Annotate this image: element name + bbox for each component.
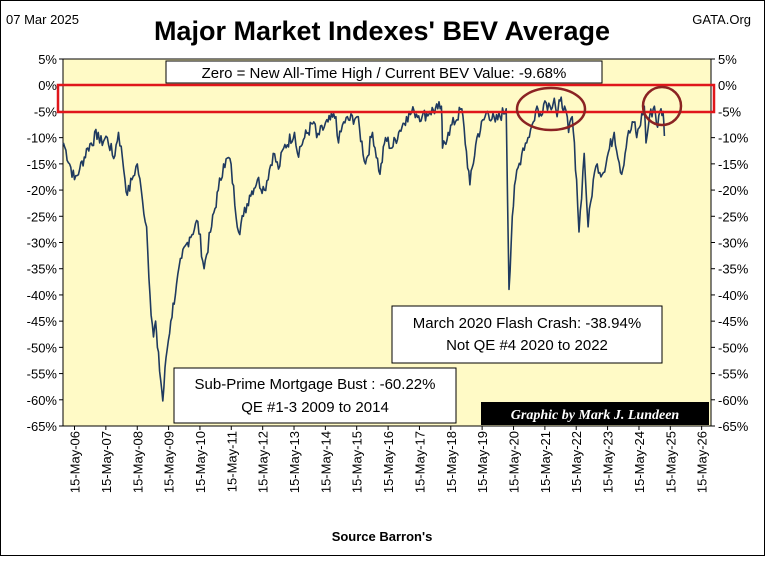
x-tick-label: 15-May-20: [507, 431, 522, 493]
date-label: 07 Mar 2025: [6, 12, 79, 27]
bev-series-line: [62, 96, 666, 402]
credit-box: [481, 402, 709, 425]
x-tick-label: 15-May-13: [287, 431, 302, 493]
x-tick-label: 15-May-07: [99, 431, 114, 493]
x-tick-label: 15-May-19: [475, 431, 490, 493]
y-tick-label-left: -55%: [27, 367, 58, 382]
x-tick-label: 15-May-17: [412, 431, 427, 493]
y-tick-label-right: -5%: [718, 104, 742, 119]
highlight-circle-2024: [641, 85, 683, 127]
y-tick-label-left: -60%: [27, 393, 58, 408]
y-tick-label-left: -30%: [27, 236, 58, 251]
y-tick-label-left: -5%: [34, 104, 58, 119]
x-tick-label: 15-May-18: [444, 431, 459, 493]
x-tick-label: 15-May-22: [569, 431, 584, 493]
all-time-high-band: [56, 83, 716, 114]
y-tick-label-right: 0%: [718, 78, 737, 93]
x-tick-label: 15-May-15: [350, 431, 365, 493]
x-tick-label: 15-May-10: [193, 431, 208, 493]
y-tick-label-left: -20%: [27, 183, 58, 198]
y-axis-right: 5% 0% -5% -10% -15% -20% -25% -30% -35% -40% -45% -…: [711, 52, 749, 434]
x-tick-label: 15-May-09: [162, 431, 177, 493]
y-tick-label-right: -55%: [718, 367, 749, 382]
y-tick-label-left: -45%: [27, 314, 58, 329]
zero-note-box: [165, 60, 603, 84]
y-tick-label-right: -20%: [718, 183, 749, 198]
flash-crash-line1: March 2020 Flash Crash: -38.94%: [413, 315, 641, 332]
x-tick-label: 15-May-25: [663, 431, 678, 493]
plot-area: [62, 58, 712, 427]
y-tick-label-right: -40%: [718, 288, 749, 303]
y-tick-label-right: -10%: [718, 131, 749, 146]
y-tick-label-right: -35%: [718, 262, 749, 277]
y-tick-label-left: -10%: [27, 131, 58, 146]
subprime-line2: QE #1-3 2009 to 2014: [241, 399, 389, 416]
x-tick-label: 15-May-23: [601, 431, 616, 493]
y-tick-label-right: -60%: [718, 393, 749, 408]
y-tick-label-left: -40%: [27, 288, 58, 303]
x-tick-label: 15-May-24: [632, 431, 647, 493]
y-tick-label-right: -50%: [718, 340, 749, 355]
highlight-circle-2021: [515, 86, 587, 132]
flash-crash-box: [391, 305, 663, 364]
y-tick-label-left: -35%: [27, 262, 58, 277]
credit-text: Graphic by Mark J. Lundeen: [511, 408, 680, 423]
x-tick-label: 15-May-16: [381, 431, 396, 493]
y-tick-label-right: -30%: [718, 236, 749, 251]
x-axis: 15-May-06 15-May-07 15-May-08 15-May-09 15-M…: [68, 426, 710, 493]
y-tick-label-left: -50%: [27, 340, 58, 355]
subprime-box: [173, 367, 457, 424]
y-tick-label-left: -15%: [27, 157, 58, 172]
y-tick-label-left: 5%: [38, 52, 57, 67]
x-tick-label: 15-May-26: [695, 431, 710, 493]
zero-note-text: Zero = New All-Time High / Current BEV V…: [202, 65, 567, 82]
x-tick-label: 15-May-12: [256, 431, 271, 493]
x-tick-label: 15-May-14: [318, 431, 333, 493]
y-tick-label-right: -15%: [718, 157, 749, 172]
chart-title: Major Market Indexes' BEV Average: [154, 16, 610, 46]
x-tick-label: 15-May-11: [224, 431, 239, 492]
y-tick-label-right: -65%: [718, 419, 749, 434]
x-tick-label: 15-May-06: [68, 431, 83, 493]
x-tick-label: 15-May-21: [538, 431, 553, 493]
y-tick-label-right: -45%: [718, 314, 749, 329]
subprime-line1: Sub-Prime Mortgage Bust : -60.22%: [195, 376, 436, 393]
x-tick-label: 15-May-08: [130, 431, 145, 493]
y-axis-left: 5% 0% -5% -10% -15% -20% -25% -30% -35% -40% -45% -…: [27, 52, 63, 434]
y-tick-label-right: -25%: [718, 209, 749, 224]
y-tick-label-right: 5%: [718, 52, 737, 67]
y-tick-label-left: -65%: [27, 419, 58, 434]
y-tick-label-left: 0%: [38, 78, 57, 93]
site-label: GATA.Org: [692, 12, 751, 27]
y-tick-label-left: -25%: [27, 209, 58, 224]
source-label: Source Barron's: [332, 529, 433, 544]
flash-crash-line2: Not QE #4 2020 to 2022: [446, 337, 608, 354]
